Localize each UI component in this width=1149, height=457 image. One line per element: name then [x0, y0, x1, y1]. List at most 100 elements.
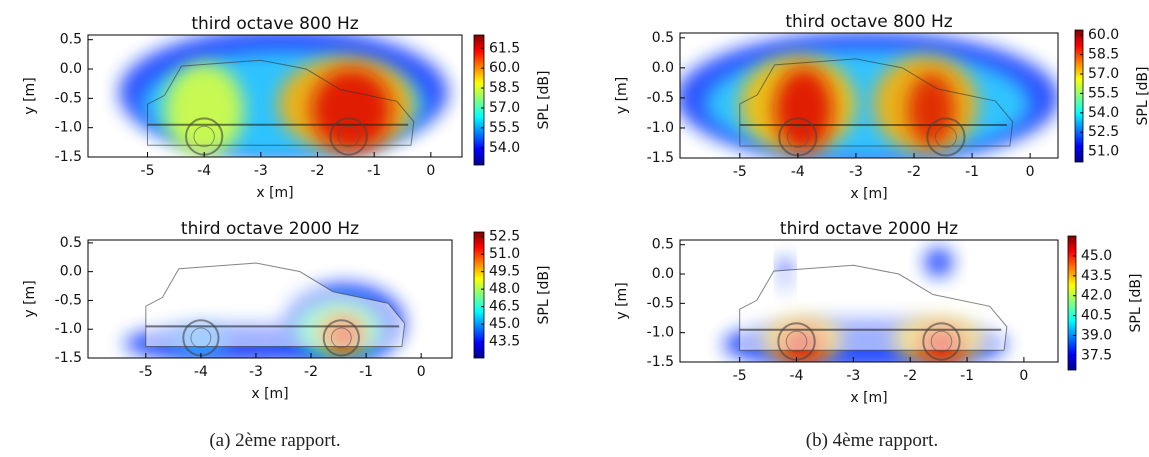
colorbar-tick-label: 57.0	[489, 100, 520, 116]
y-axis-label: y [m]	[614, 77, 630, 114]
x-tick-label: -4	[791, 164, 805, 180]
colorbar-label: SPL [dB]	[1128, 274, 1144, 333]
axes-frame	[679, 32, 1059, 159]
x-tick-label: 0	[426, 163, 435, 179]
colorbar-tick-label: 39.0	[1081, 328, 1112, 344]
car-outline	[739, 58, 1014, 147]
x-tick-label: -4	[790, 368, 804, 384]
x-axis-label: x [m]	[850, 186, 887, 202]
y-tick-label: 0.0	[60, 61, 82, 77]
colorbar-tick-label: 37.5	[1081, 347, 1112, 363]
x-tick-label: -4	[194, 364, 208, 380]
x-axis-label: x [m]	[850, 390, 887, 406]
y-tick-label: -0.5	[647, 295, 674, 311]
y-tick-label: 0.0	[652, 266, 674, 282]
x-tick-label: -5	[733, 164, 747, 180]
colorbar-tick-label: 61.5	[489, 40, 520, 56]
x-tick-label: -1	[960, 368, 974, 384]
x-tick-label: -3	[846, 368, 860, 384]
heat-region	[164, 63, 244, 157]
y-tick-label: -0.5	[55, 292, 82, 308]
colorbar-tick-label: 46.5	[489, 299, 520, 315]
colorbar-tick-label: 40.5	[1081, 308, 1112, 324]
wheel-hub	[785, 330, 808, 353]
x-tick-label: -2	[907, 164, 921, 180]
x-tick-label: 0	[417, 364, 426, 380]
colorbar-tick-label: 45.0	[1081, 248, 1112, 264]
colorbar-label: SPL [dB]	[1135, 67, 1149, 126]
y-tick-label: -0.5	[647, 90, 674, 106]
colorbar-tick-label: 58.5	[1088, 47, 1119, 63]
panel-title: third octave 800 Hz	[785, 12, 952, 32]
x-tick-label: -4	[197, 163, 211, 179]
caption: (a) 2ème rapport.	[209, 430, 340, 451]
x-axis-label: x [m]	[256, 185, 293, 201]
heat-region	[908, 73, 955, 146]
wheel-hub	[337, 125, 360, 148]
wheel	[329, 117, 368, 156]
colorbar-tick-label: 48.0	[489, 281, 520, 297]
colorbar-tick-label: 60.0	[489, 60, 520, 76]
panel-title: third octave 2000 Hz	[780, 219, 958, 239]
axes-frame	[679, 239, 1059, 363]
caption: (b) 4ème rapport.	[806, 430, 938, 451]
x-tick-label: -5	[139, 364, 153, 380]
wheel	[322, 319, 360, 357]
y-tick-label: -1.5	[55, 350, 82, 366]
colorbar-tick-label: 58.5	[489, 80, 520, 96]
x-tick-label: -2	[903, 368, 917, 384]
x-axis-label: x [m]	[251, 386, 288, 402]
colorbar-label: SPL [dB]	[536, 71, 552, 130]
colorbar	[473, 34, 485, 166]
colorbar-tick-label: 51.0	[1088, 144, 1119, 160]
colorbar-tick-label: 52.5	[489, 229, 520, 245]
y-tick-label: 0.0	[60, 264, 82, 280]
colorbar-tick-label: 55.5	[489, 120, 520, 136]
y-tick-label: -1.5	[647, 354, 674, 370]
axes-frame	[87, 239, 453, 359]
colorbar-tick-label: 43.5	[1081, 268, 1112, 284]
y-tick-label: -1.5	[55, 149, 82, 165]
x-tick-label: 0	[1026, 164, 1035, 180]
y-tick-label: 0.5	[60, 32, 82, 48]
colorbar	[473, 231, 485, 359]
colorbar-tick-label: 43.5	[489, 334, 520, 350]
x-tick-label: -3	[849, 164, 863, 180]
colorbar-tick-label: 54.0	[1088, 105, 1119, 121]
y-tick-label: -1.0	[55, 120, 82, 136]
wheel	[926, 117, 966, 157]
x-tick-label: -1	[965, 164, 979, 180]
colorbar-tick-label: 51.0	[489, 246, 520, 262]
y-tick-label: 0.0	[652, 60, 674, 76]
colorbar-tick-label: 49.5	[489, 264, 520, 280]
y-axis-label: y [m]	[614, 282, 630, 319]
wheel	[922, 322, 961, 361]
colorbar-tick-label: 42.0	[1081, 288, 1112, 304]
heatmap	[123, 262, 406, 358]
colorbar-label: SPL [dB]	[536, 266, 552, 325]
colorbar-tick-label: 45.0	[489, 316, 520, 332]
wheel-hub	[786, 126, 809, 148]
x-tick-label: -2	[311, 163, 325, 179]
colorbar-tick-label: 54.0	[489, 140, 520, 156]
wheel-hub	[934, 126, 957, 148]
y-axis-label: y [m]	[22, 77, 38, 114]
panel-title: third octave 800 Hz	[191, 14, 358, 34]
axes-frame	[87, 34, 463, 158]
y-axis-label: y [m]	[22, 280, 38, 317]
heatmap	[119, 35, 448, 157]
wheel-hub	[930, 330, 953, 353]
x-tick-label: -2	[304, 364, 318, 380]
y-tick-label: 0.5	[652, 30, 674, 46]
colorbar-tick-label: 60.0	[1088, 27, 1119, 43]
y-tick-label: 0.5	[652, 237, 674, 253]
colorbar-tick-label: 55.5	[1088, 85, 1119, 101]
x-tick-label: -1	[359, 364, 373, 380]
heat-region	[774, 67, 833, 152]
x-tick-label: 0	[1019, 368, 1028, 384]
colorbar-tick-label: 52.5	[1088, 124, 1119, 140]
car-outline	[147, 59, 415, 146]
y-tick-label: -1.0	[647, 325, 674, 341]
x-tick-label: -5	[733, 368, 747, 384]
